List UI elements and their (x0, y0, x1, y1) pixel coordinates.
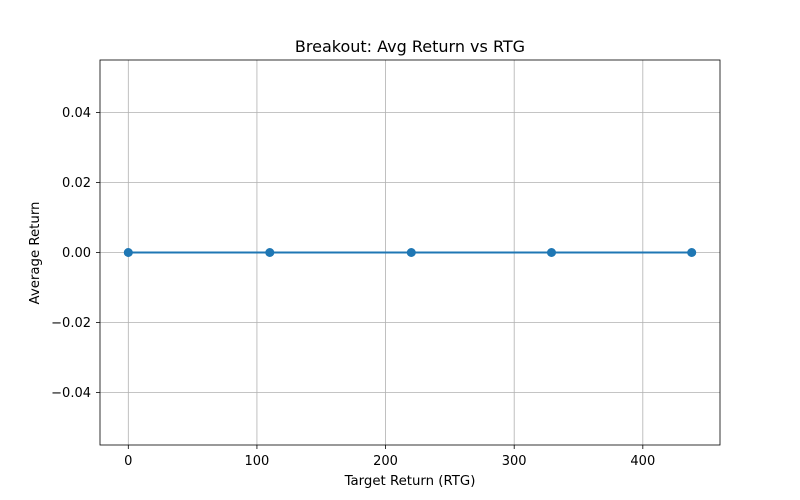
chart-title: Breakout: Avg Return vs RTG (295, 37, 525, 56)
data-point (687, 248, 696, 257)
y-axis-label: Average Return (28, 202, 43, 305)
data-point (124, 248, 133, 257)
x-tick-label: 300 (502, 454, 527, 469)
x-tick-label: 0 (124, 454, 132, 469)
x-tick-label: 100 (245, 454, 270, 469)
y-tick-label: −0.04 (51, 386, 91, 401)
data-point (265, 248, 274, 257)
data-point (547, 248, 556, 257)
data-point (407, 248, 416, 257)
y-tick-label: 0.00 (62, 246, 91, 261)
x-axis-label: Target Return (RTG) (344, 474, 476, 489)
y-tick-label: 0.02 (62, 176, 91, 191)
y-tick-label: −0.02 (51, 316, 91, 331)
x-tick-label: 200 (373, 454, 398, 469)
x-tick-label: 400 (630, 454, 655, 469)
y-tick-label: 0.04 (62, 106, 91, 121)
